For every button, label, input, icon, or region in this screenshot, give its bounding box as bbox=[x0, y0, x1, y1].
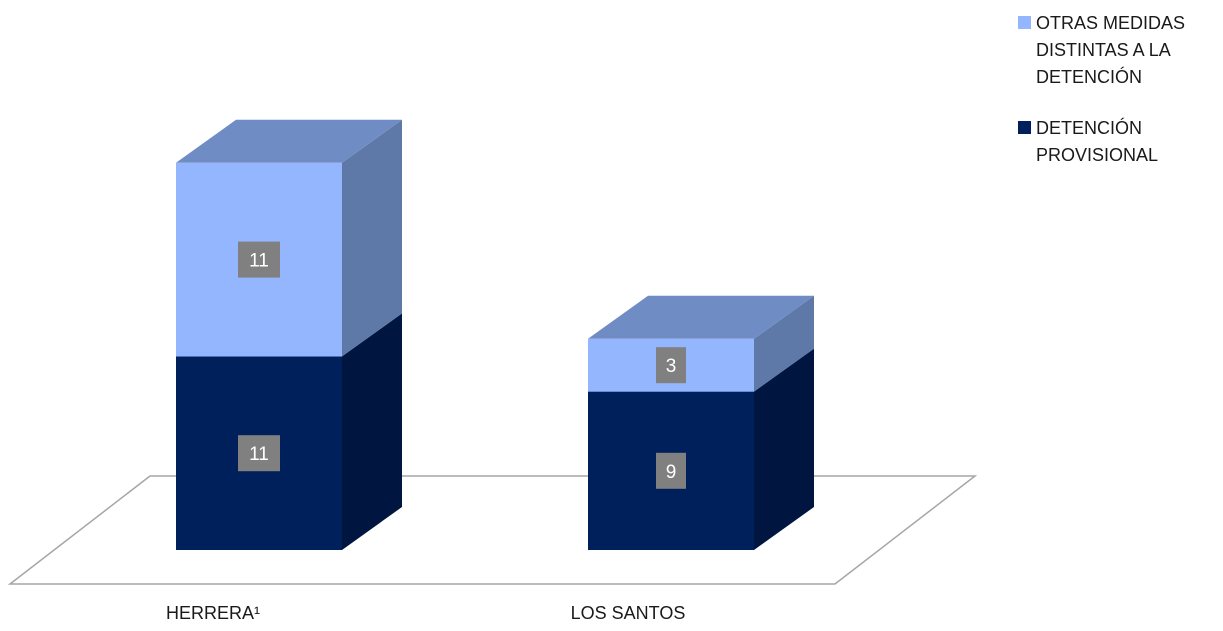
legend-swatch-otras-medidas bbox=[1018, 16, 1031, 29]
data-label-box-herrera-detencion-provisional bbox=[238, 435, 280, 472]
bar-top-los-santos bbox=[588, 295, 814, 339]
bar-side-herrera-otras-medidas bbox=[342, 119, 402, 357]
bar-side-herrera-detencion-provisional bbox=[342, 313, 402, 550]
legend-item-otras-medidas: OTRAS MEDIDAS DISTINTAS A LA DETENCIÓN bbox=[1018, 10, 1218, 91]
legend-item-detencion-provisional: DETENCIÓN PROVISIONAL bbox=[1018, 115, 1218, 169]
bar-top-herrera bbox=[176, 119, 402, 163]
data-label-box-los-santos-detencion-provisional bbox=[656, 452, 686, 489]
bar-side-los-santos-detencion-provisional bbox=[754, 348, 814, 550]
legend-label-detencion-provisional: DETENCIÓN PROVISIONAL bbox=[1036, 118, 1159, 165]
data-label-los-santos-detencion-provisional: 9 bbox=[666, 462, 677, 483]
legend-swatch-detencion-provisional bbox=[1018, 121, 1031, 134]
data-label-box-herrera-otras-medidas bbox=[238, 241, 280, 278]
category-label-1: LOS SANTOS bbox=[571, 603, 686, 623]
data-label-los-santos-otras-medidas: 3 bbox=[666, 356, 677, 377]
category-label-0: HERRERA¹ bbox=[166, 603, 260, 623]
legend-label-otras-medidas: OTRAS MEDIDAS DISTINTAS A LA DETENCIÓN bbox=[1036, 13, 1186, 87]
legend: OTRAS MEDIDAS DISTINTAS A LA DETENCIÓN D… bbox=[1018, 10, 1218, 193]
floor-plane bbox=[7, 475, 978, 585]
data-label-herrera-detencion-provisional: 11 bbox=[249, 444, 269, 465]
bar-side-los-santos-otras-medidas bbox=[754, 295, 814, 392]
data-label-herrera-otras-medidas: 11 bbox=[249, 251, 269, 272]
data-label-box-los-santos-otras-medidas bbox=[656, 347, 686, 384]
